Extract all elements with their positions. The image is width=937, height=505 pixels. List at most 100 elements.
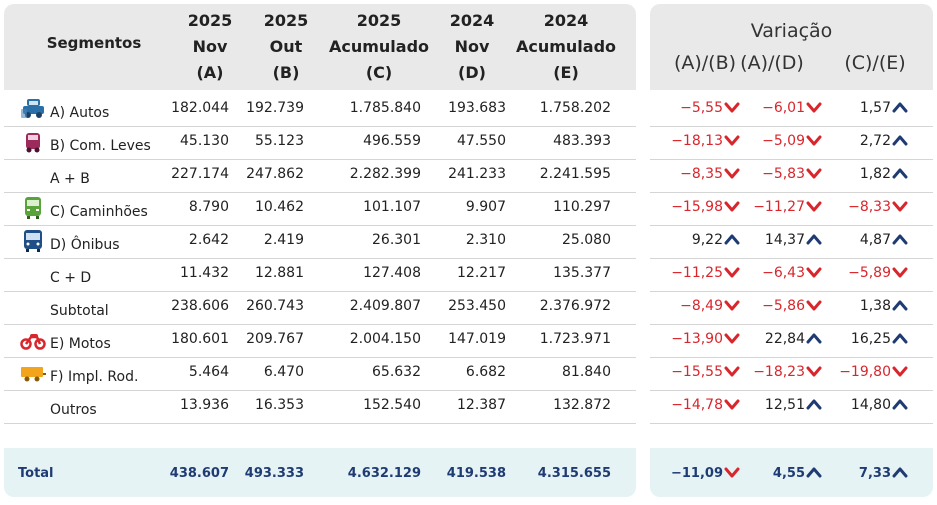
arrow-down-icon xyxy=(891,364,908,380)
cell-value: 11.432 xyxy=(180,265,229,281)
row-divider xyxy=(650,126,933,127)
cell-value: 55.123 xyxy=(255,133,304,149)
variation-row: 9,22 14,37 4,87 xyxy=(650,226,933,259)
row-divider xyxy=(4,423,636,424)
cell-value: 6.682 xyxy=(465,364,506,380)
cell-value: 12.881 xyxy=(255,265,304,281)
column-header-line3: (E) xyxy=(553,63,579,82)
row-divider xyxy=(650,225,933,226)
variation-cell: 1,38 xyxy=(860,298,908,314)
variation-cell: −14,78 xyxy=(671,397,740,413)
cell-value: 1.723.971 xyxy=(539,331,611,347)
variation-total-cell: −11,09 xyxy=(671,466,740,481)
variation-row: −11,25 −6,43 −5,89 xyxy=(650,259,933,292)
variation-row: −5,55 −6,01 1,57 xyxy=(650,94,933,127)
variation-value: −6,01 xyxy=(762,100,805,116)
row-divider xyxy=(4,192,636,193)
cell-value: 127.408 xyxy=(363,265,421,281)
row-divider xyxy=(4,324,636,325)
variation-cell: −11,25 xyxy=(671,265,740,281)
segments-header: Segmentos xyxy=(46,34,142,52)
arrow-down-icon xyxy=(723,166,740,182)
variation-value: −15,55 xyxy=(671,364,723,380)
cell-value: 2.282.399 xyxy=(349,166,421,182)
variation-value: −15,98 xyxy=(671,199,723,215)
variation-value: −8,35 xyxy=(680,166,723,182)
variation-cell: 16,25 xyxy=(851,331,908,347)
cell-value: 1.785.840 xyxy=(349,100,421,116)
arrow-up-icon xyxy=(723,232,740,248)
row-divider xyxy=(650,159,933,160)
row-divider xyxy=(650,357,933,358)
variation-total-value: −11,09 xyxy=(670,466,723,481)
total-value: 438.607 xyxy=(169,466,229,481)
variation-row: −14,78 12,51 14,80 xyxy=(650,391,933,424)
column-header-line1: 2024 xyxy=(543,11,589,30)
column-header-line3: (B) xyxy=(272,63,300,82)
column-header-3: 2024 Nov (D) xyxy=(412,8,532,86)
table-row: C) Caminhões 8.790 10.462 101.107 9.907 110.2… xyxy=(4,193,636,226)
cell-value: 260.743 xyxy=(246,298,304,314)
cell-value: 2.004.150 xyxy=(349,331,421,347)
cell-value: 81.840 xyxy=(562,364,611,380)
cell-value: 2.642 xyxy=(188,232,229,248)
arrow-down-icon xyxy=(805,298,822,314)
variation-total-value: 7,33 xyxy=(858,466,891,481)
column-header-line1: 2024 xyxy=(449,11,495,30)
column-header-line2: Nov xyxy=(192,37,228,56)
variation-cell: −6,01 xyxy=(762,100,822,116)
segments-table-panel: Segmentos 2025 Nov (A) 2025 Out (B) 2025 Acumul… xyxy=(4,4,636,497)
variation-value: −11,27 xyxy=(753,199,805,215)
cell-value: 47.550 xyxy=(457,133,506,149)
row-divider xyxy=(4,225,636,226)
variation-column-header: (A)/(D) xyxy=(740,52,804,74)
variation-value: 14,37 xyxy=(764,232,805,248)
arrow-down-icon xyxy=(805,100,822,116)
cell-value: 26.301 xyxy=(372,232,421,248)
total-value: 4.632.129 xyxy=(347,466,421,481)
cell-value: 182.044 xyxy=(171,100,229,116)
variation-panel: Variação (A)/(B) (A)/(D) (C)/(E) −5,55 −6,0… xyxy=(650,4,933,497)
cell-value: 247.862 xyxy=(246,166,304,182)
segment-label: F) Impl. Rod. xyxy=(50,369,139,385)
arrow-down-icon xyxy=(805,166,822,182)
cell-value: 238.606 xyxy=(171,298,229,314)
variation-cell: −15,98 xyxy=(671,199,740,215)
bus-icon xyxy=(20,229,46,253)
arrow-down-icon xyxy=(723,265,740,281)
variation-cell: −5,83 xyxy=(762,166,822,182)
arrow-down-icon xyxy=(723,133,740,149)
segment-label: E) Motos xyxy=(50,336,111,352)
arrow-down-icon xyxy=(891,265,908,281)
arrow-up-icon xyxy=(805,466,822,481)
variation-value: 1,38 xyxy=(859,298,891,314)
cell-value: 13.936 xyxy=(180,397,229,413)
variation-cell: −8,35 xyxy=(680,166,740,182)
arrow-up-icon xyxy=(891,232,908,248)
variation-value: 1,82 xyxy=(859,166,891,182)
variation-cell: −19,80 xyxy=(839,364,908,380)
row-divider xyxy=(4,258,636,259)
row-divider xyxy=(650,258,933,259)
arrow-up-icon xyxy=(891,133,908,149)
cell-value: 45.130 xyxy=(180,133,229,149)
arrow-up-icon xyxy=(891,166,908,182)
variation-value: 1,57 xyxy=(859,100,891,116)
segment-label: D) Ônibus xyxy=(50,237,120,253)
row-divider xyxy=(650,324,933,325)
arrow-up-icon xyxy=(891,466,908,481)
table-row: Subtotal 238.606 260.743 2.409.807 253.450 2.… xyxy=(4,292,636,325)
segment-label: C) Caminhões xyxy=(50,204,148,220)
arrow-down-icon xyxy=(805,265,822,281)
variation-cell: −5,55 xyxy=(680,100,740,116)
table-row: A) Autos 182.044 192.739 1.785.840 193.683 1.… xyxy=(4,94,636,127)
variation-value: −13,90 xyxy=(671,331,723,347)
column-header-4: 2024 Acumulado (E) xyxy=(506,8,626,86)
column-header-line1: 2025 xyxy=(187,11,233,30)
variation-value: −6,43 xyxy=(762,265,805,281)
cell-value: 5.464 xyxy=(188,364,229,380)
column-header-line1: 2025 xyxy=(356,11,402,30)
variation-value: −19,80 xyxy=(839,364,891,380)
row-divider xyxy=(4,291,636,292)
cell-value: 180.601 xyxy=(171,331,229,347)
